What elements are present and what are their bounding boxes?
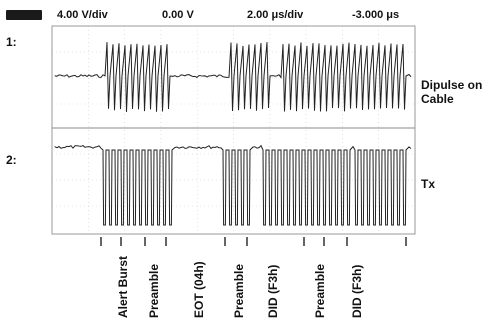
offset-readout: 0.00 V [162, 9, 194, 21]
trace-dipulse [54, 42, 412, 112]
channel-2-description: Tx [421, 177, 436, 191]
segment-label-did: DID (F3h) [350, 264, 364, 318]
volts-per-div: 4.00 V/div [57, 9, 108, 21]
marker-ticks [100, 237, 407, 246]
segment-label-did: DID (F3h) [266, 264, 280, 318]
segment-label-preamble: Preamble [147, 263, 161, 318]
time-per-div: 2.00 μs/div [247, 9, 304, 21]
display-frame [51, 25, 416, 235]
channel-1-description: Dipulse on Cable [421, 78, 483, 106]
segment-label-preamble: Preamble [232, 263, 246, 318]
trace-tx [54, 144, 412, 226]
channel-1-label: 1: [6, 35, 17, 49]
segment-label-eot: EOT (04h) [192, 261, 206, 318]
scope-logo [6, 10, 42, 20]
segment-label-preamble: Preamble [313, 263, 327, 318]
segment-label-alert-burst: Alert Burst [116, 255, 130, 318]
delay-readout: -3.000 μs [352, 9, 400, 21]
channel-2-label: 2: [6, 153, 17, 167]
graticule [52, 26, 415, 234]
